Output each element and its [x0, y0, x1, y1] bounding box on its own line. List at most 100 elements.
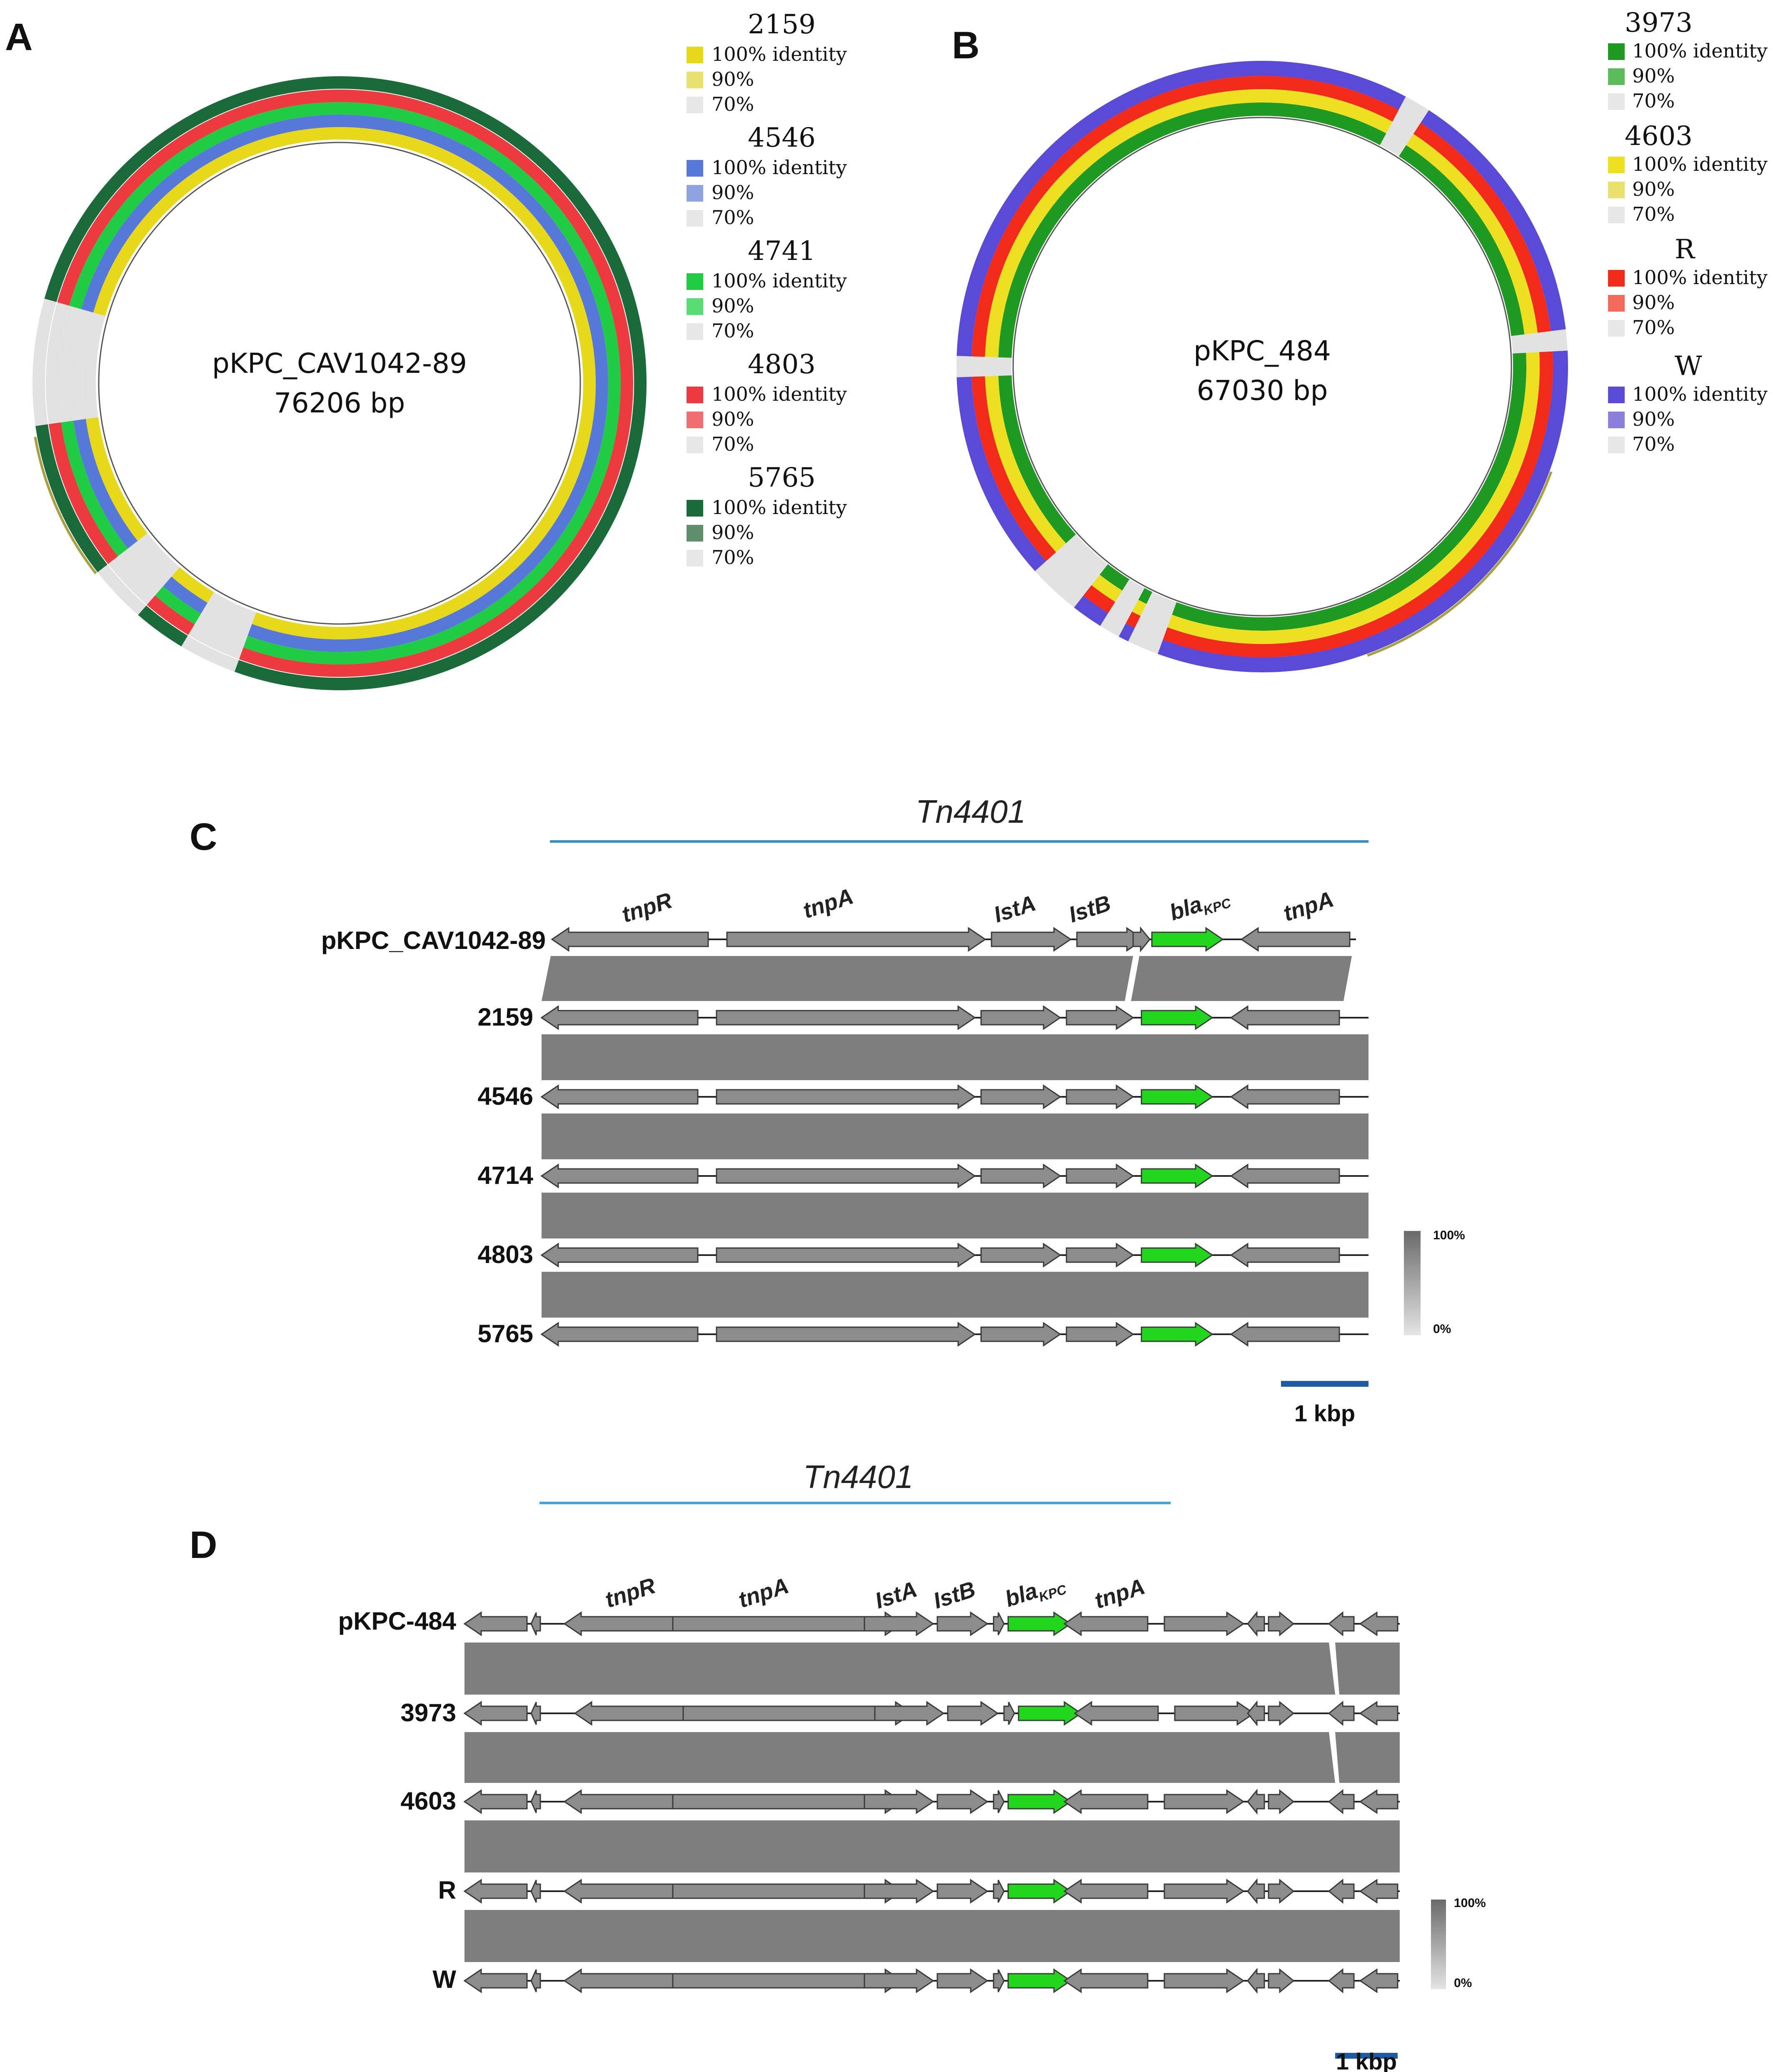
panel-d-gene-3-0: [463, 1879, 528, 1904]
panel-b-ring-W-gap-4: [1035, 561, 1084, 608]
panel-a-ring-5765-gap-1: [97, 564, 147, 615]
panel-a-backbone-circle: [98, 142, 581, 625]
panel-d-gene-3-4: [864, 1879, 934, 1904]
panel-b-ring-4603-segment-5: [985, 89, 1393, 357]
panel-d-gene-1-5: [947, 1701, 999, 1726]
panel-d-gene-2-13: [1359, 1789, 1398, 1814]
legend-a-swatch-4741-70: [687, 323, 703, 340]
panel-d-gene-3-7: [1007, 1879, 1072, 1904]
panel-a-ring-4741-segment-2: [69, 102, 621, 664]
panel-a-ring-2159-segment-0: [171, 567, 214, 603]
panel-b-ring-3973-gap-1: [1511, 334, 1526, 354]
panel-b-ring-R-gap-1: [1538, 331, 1553, 352]
panel-b: B pKPC_484 67030 bp 3973 100% identity 9…: [952, 7, 1768, 672]
panel-d-gene-4-5: [936, 1968, 989, 1993]
legend-b-swatch-3973-90: [1608, 68, 1625, 85]
legend-a-swatch-4741-90: [687, 298, 703, 315]
panel-c-band-2: [542, 1113, 1368, 1159]
panel-d-gene-3-small: [530, 1880, 541, 1903]
panel-c-gene-3-3: [1066, 1163, 1134, 1188]
panel-d-gene-1-9: [1174, 1701, 1255, 1726]
panel-b-ring-3973-gap-4: [1066, 534, 1108, 575]
panel-d-gene-IstA: IstA: [872, 1577, 920, 1614]
panel-c-gene-1-2: [980, 1005, 1061, 1030]
panel-c-gene-0-4: [1151, 927, 1224, 952]
panel-d-gene-1-4: [874, 1701, 945, 1726]
panel-b-ring-R-segment-0: [1413, 122, 1551, 333]
legend-a-title-4741: 4741: [748, 236, 816, 267]
legend-a-label-4546-90: 90%: [712, 181, 754, 204]
panel-c-gene-0-small: [1132, 926, 1151, 953]
panel-b-ring-4603-gap-3: [1115, 590, 1139, 612]
panel-d-gene-3-13: [1359, 1879, 1398, 1904]
panel-c-gene-1-3: [1066, 1005, 1134, 1030]
panel-d-gene-0-2: [563, 1611, 676, 1636]
panel-d-gene-0-10: [1247, 1610, 1265, 1637]
panel-c-gene-1-1: [716, 1005, 976, 1030]
panel-c-gene-3-5: [1230, 1163, 1340, 1188]
panel-d-gene-4-4: [864, 1968, 934, 1993]
panel-d-gene-0-11: [1268, 1611, 1295, 1637]
panel-d-gene-1-12: [1328, 1700, 1355, 1726]
legend-a-swatch-4546-100: [687, 160, 703, 177]
panel-d-gene-4-6: [993, 1969, 1005, 1992]
panel-d-identity-gradient: [1431, 1900, 1446, 1989]
panel-d-row-label-2: 4603: [401, 1787, 456, 1815]
legend-a-swatch-5765-100: [687, 500, 703, 517]
legend-b-title-3973: 3973: [1625, 7, 1693, 38]
panel-d-gene-map: [463, 1610, 1400, 1994]
panel-a-annotation-arc: [34, 437, 97, 574]
legend-a-label-2159-70: 70%: [712, 93, 754, 115]
panel-d-gene-0-9: [1164, 1611, 1245, 1636]
panel-d-band-1b: [1335, 1732, 1400, 1783]
panel-c-row-label-4: 4803: [478, 1241, 533, 1268]
panel-c-gene-tnpA-2: tnpA: [1280, 886, 1336, 926]
panel-d-grad-min: 0%: [1454, 1976, 1472, 1990]
panel-d-gene-2-0: [463, 1789, 528, 1814]
panel-c-gene-0-0: [551, 927, 709, 952]
panel-b-ring-4603-segment-2: [1132, 599, 1147, 616]
panel-b-ring-R-segment-4: [971, 376, 1056, 562]
panel-d-gene-4-2: [563, 1968, 676, 1993]
legend-a-label-5765-90: 90%: [712, 521, 754, 544]
panel-a-ring-4803-gap-0: [188, 624, 244, 659]
panel-a-ring-4803-gap-2: [46, 302, 70, 424]
panel-c-gene-2-3: [1066, 1084, 1134, 1109]
panel-c-gene-1-5: [1230, 1005, 1340, 1030]
panel-c-band-3: [542, 1193, 1368, 1238]
panel-b-ring-3973-segment-5: [998, 102, 1386, 358]
panel-b-ring-R-gap-2: [1134, 616, 1168, 640]
panel-b-ring-W-gap-3: [1100, 613, 1126, 637]
panel-d-gene-1-13: [1359, 1701, 1398, 1726]
legend-a-label-4803-100: 100% identity: [712, 383, 847, 405]
panel-d-band-0b: [1335, 1643, 1400, 1695]
panel-b-annotation-arc: [1367, 471, 1553, 657]
panel-c-gene-3-4: [1141, 1163, 1214, 1188]
panel-d-gene-4-small: [530, 1969, 541, 1992]
legend-b-swatch-4603-70: [1608, 207, 1625, 223]
panel-a-ring-4546-segment-1: [73, 419, 138, 549]
legend-b-label-w-100: 100% identity: [1632, 383, 1768, 405]
panel-b-ring-W-segment-0: [1421, 110, 1566, 331]
panel-c-gene-5-0: [540, 1322, 699, 1347]
panel-d-gene-3-10: [1247, 1878, 1265, 1905]
panel-c-gene-4-0: [540, 1243, 699, 1268]
panel-c-tn-label: Tn4401: [916, 793, 1026, 830]
panel-b-ring-3973-gap-0: [1380, 133, 1406, 157]
legend-b-title-r: R: [1675, 234, 1696, 265]
panel-c-row-label-5: 5765: [478, 1320, 533, 1348]
panel-a-ring-4741-gap-1: [118, 548, 163, 596]
panel-c-gene-4-5: [1230, 1243, 1340, 1268]
legend-a-swatch-4803-100: [687, 387, 703, 403]
panel-a-ring-4546-segment-0: [163, 577, 208, 614]
panel-d-grad-max: 100%: [1454, 1896, 1486, 1910]
panel-d-gene-4-10: [1247, 1967, 1265, 1994]
panel-a-ring-4546-gap-0: [201, 603, 252, 636]
legend-b-label-3973-90: 90%: [1632, 65, 1675, 87]
panel-b-ring-R-segment-5: [971, 76, 1399, 357]
panel-a-ring-4803-segment-2: [57, 90, 633, 677]
panel-d-gene-4-9: [1164, 1968, 1245, 1993]
panel-a-ring-4741-segment-0: [155, 586, 201, 624]
panel-b-ring-3973-segment-2: [1138, 588, 1153, 604]
panel-c-gene-3-1: [716, 1163, 976, 1188]
